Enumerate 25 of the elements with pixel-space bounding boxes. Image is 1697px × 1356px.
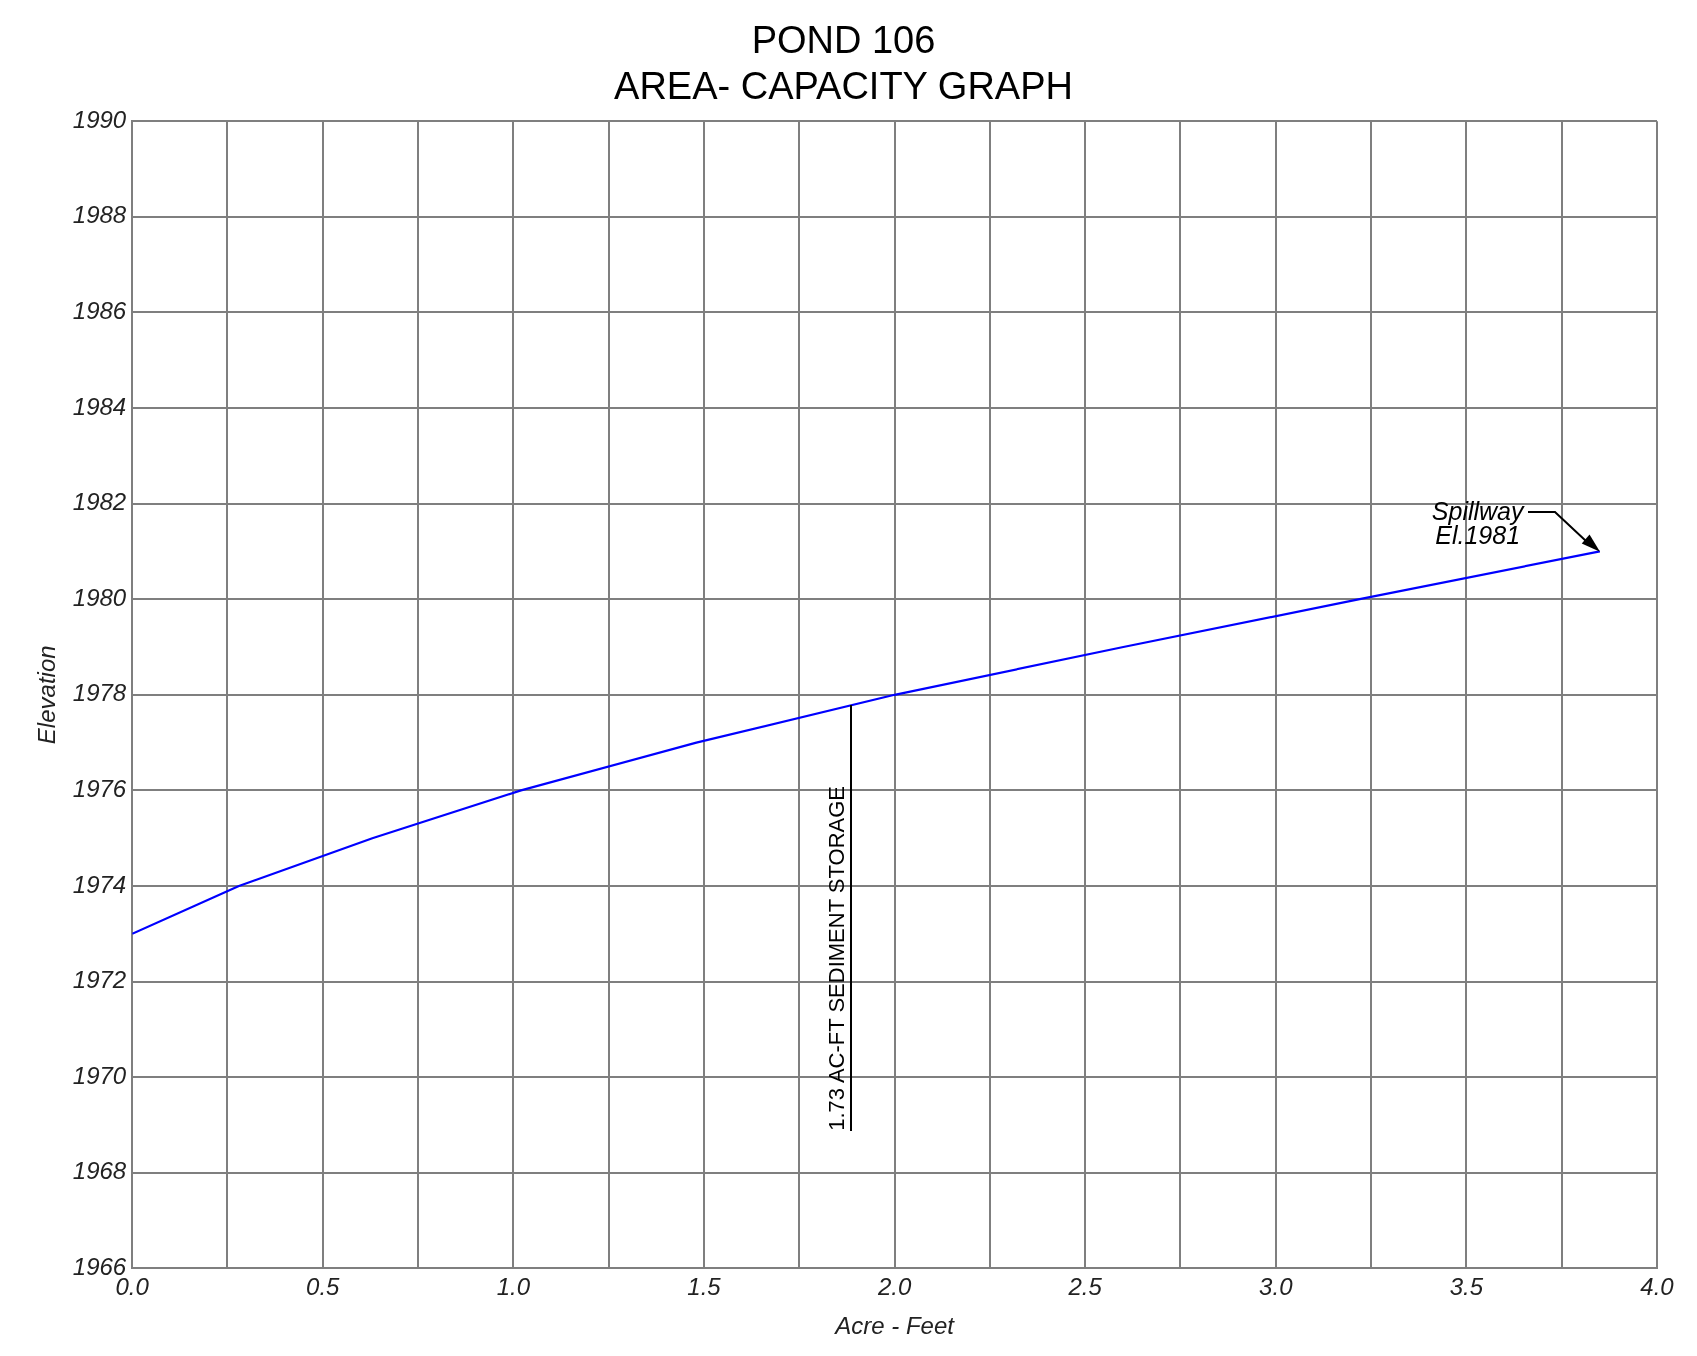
y-tick-label: 1972 — [72, 966, 127, 994]
x-tick-label: 2.5 — [1067, 1273, 1103, 1301]
y-tick-label: 1978 — [72, 679, 127, 707]
y-tick-label: 1968 — [72, 1157, 127, 1185]
x-tick-label: 4.0 — [1640, 1273, 1675, 1301]
y-tick-label: 1986 — [72, 297, 127, 325]
x-tick-label: 2.0 — [876, 1273, 912, 1301]
annotation: Spillway El.1981 — [1431, 496, 1524, 549]
chart-title: POND 106 AREA- CAPACITY GRAPH — [614, 19, 1073, 107]
y-tick-label: 1976 — [72, 775, 127, 803]
annotation: 1.73 AC-FT SEDIMENT STORAGE — [824, 786, 850, 1131]
x-axis-title: Acre - Feet — [833, 1312, 956, 1340]
y-tick-label: 1988 — [72, 201, 127, 229]
x-tick-label: 3.5 — [1449, 1273, 1484, 1301]
y-tick-label: 1980 — [72, 583, 127, 611]
y-tick-label: 1984 — [72, 392, 127, 420]
y-tick-label: 1982 — [72, 488, 127, 516]
x-tick-label: 1.0 — [496, 1273, 531, 1301]
y-tick-label: 1974 — [72, 870, 127, 898]
y-axis-title: Elevation — [33, 645, 61, 745]
x-tick-label: 0.5 — [306, 1273, 341, 1301]
x-tick-label: 1.5 — [687, 1273, 722, 1301]
x-tick-label: 3.0 — [1259, 1273, 1294, 1301]
y-tick-label: 1970 — [72, 1061, 127, 1089]
y-tick-label: 1990 — [72, 105, 127, 133]
